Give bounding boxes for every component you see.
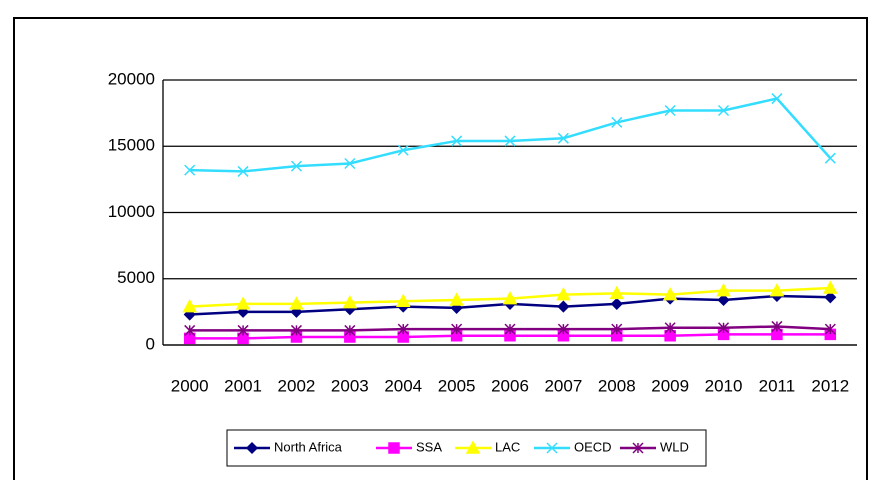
marker [824, 323, 836, 335]
marker [237, 324, 249, 336]
x-tick-label: 2012 [811, 376, 849, 395]
marker [182, 299, 197, 313]
marker [397, 144, 409, 156]
marker [290, 160, 302, 172]
marker [502, 291, 518, 305]
legend-marker [388, 442, 400, 454]
legend-label: SSA [416, 439, 442, 454]
x-tick-label: 2008 [598, 376, 636, 395]
marker [237, 332, 249, 345]
marker [611, 116, 623, 128]
x-tick-label: 2001 [224, 376, 262, 395]
marker [504, 135, 516, 147]
marker [344, 324, 356, 336]
marker [664, 329, 676, 342]
marker [237, 165, 249, 177]
marker [344, 157, 356, 170]
series [184, 320, 836, 336]
legend-label: OECD [574, 439, 612, 454]
marker [716, 283, 731, 297]
marker [451, 135, 463, 147]
x-tick-label: 2000 [171, 376, 209, 395]
marker [664, 104, 676, 117]
x-tick-label: 2005 [438, 376, 476, 395]
y-tick-label: 5000 [117, 268, 155, 287]
y-tick-label: 10000 [108, 202, 155, 221]
marker [771, 320, 783, 332]
marker [557, 300, 570, 313]
y-tick-label: 20000 [108, 69, 155, 88]
marker [557, 323, 569, 335]
legend: North Africa SSA LAC OECD WLD [226, 429, 707, 467]
marker [451, 323, 463, 335]
marker [824, 291, 837, 304]
legend-marker [546, 442, 558, 454]
x-tick-label: 2006 [491, 376, 529, 395]
marker [611, 323, 623, 335]
x-tick-label: 2010 [705, 376, 743, 395]
legend-label: WLD [660, 439, 689, 454]
marker [342, 295, 358, 309]
marker [449, 292, 464, 306]
marker [397, 331, 409, 343]
y-tick-label: 0 [146, 334, 155, 353]
marker [769, 283, 785, 297]
marker [664, 322, 676, 334]
marker [557, 132, 569, 144]
x-tick-label: 2002 [278, 376, 316, 395]
legend-marker [632, 442, 644, 454]
y-tick-label: 15000 [108, 136, 155, 155]
legend-label: North Africa [274, 439, 343, 454]
marker [824, 152, 836, 164]
marker [771, 93, 783, 105]
marker [609, 285, 625, 300]
marker [397, 323, 409, 335]
marker [184, 164, 196, 176]
marker [718, 104, 730, 117]
marker [184, 324, 196, 336]
series [182, 280, 838, 313]
marker [395, 293, 411, 308]
marker [717, 293, 730, 307]
series [184, 93, 836, 177]
marker [771, 328, 783, 341]
marker [183, 332, 196, 345]
marker [290, 324, 302, 336]
marker [823, 280, 838, 294]
marker [662, 287, 678, 301]
x-tick-label: 2009 [651, 376, 689, 395]
legend-label: LAC [495, 439, 520, 454]
x-tick-label: 2011 [759, 376, 796, 395]
marker [289, 296, 304, 310]
chart-frame [13, 17, 868, 480]
marker [610, 297, 623, 310]
series [183, 328, 837, 345]
legend-marker [465, 440, 481, 454]
marker [718, 322, 730, 334]
marker [235, 296, 251, 310]
x-tick-label: 2003 [331, 376, 369, 395]
x-tick-label: 2004 [384, 376, 422, 395]
legend-marker [245, 441, 259, 455]
marker [556, 287, 571, 301]
marker [504, 323, 516, 335]
x-tick-label: 2007 [544, 376, 582, 395]
